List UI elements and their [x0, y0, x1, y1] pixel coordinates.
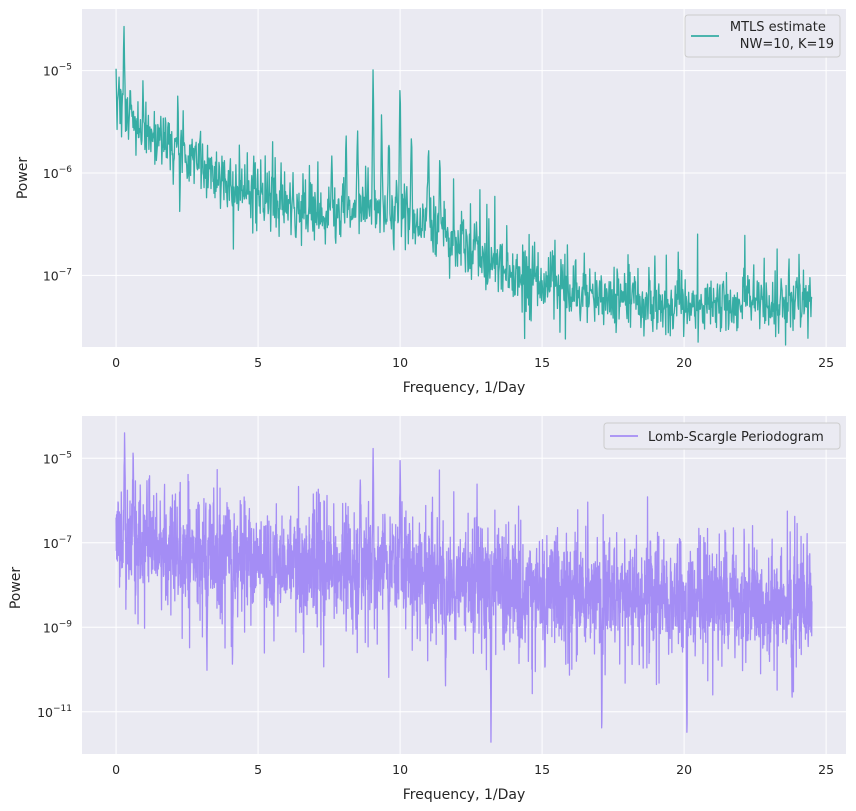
x-tick-label-5: 25 — [818, 762, 834, 777]
x-tick-label-4: 20 — [676, 355, 692, 370]
y-tick-label-2: 10−7 — [43, 535, 72, 551]
y-tick-label-2: 10−5 — [43, 63, 72, 79]
y-tick-label-1: 10−6 — [43, 165, 72, 181]
y-axis-label-top: Power — [15, 157, 31, 200]
x-tick-label-3: 15 — [534, 355, 550, 370]
x-tick-label-3: 15 — [534, 762, 550, 777]
plot-area-top — [82, 9, 846, 347]
y-tick-label-0: 10−11 — [37, 704, 72, 720]
y-ticks-bottom: 10−11 10−9 10−7 10−5 — [37, 450, 72, 720]
legend-label-mtls: MTLS estimate NW=10, K=19 — [730, 20, 834, 52]
x-tick-label-2: 10 — [392, 762, 408, 777]
legend-bottom: Lomb-Scargle Periodogram — [603, 422, 841, 450]
legend-box-bottom — [603, 422, 841, 450]
series-line-lomb-scargle — [115, 432, 813, 743]
legend-label-line-1: MTLS estimate — [730, 20, 826, 35]
x-tick-label-0: 0 — [112, 762, 120, 777]
panel-mtls: 0 5 10 15 20 25 10−7 10−6 10−5 Frequency, 1/Day… — [15, 9, 846, 396]
x-tick-label-2: 10 — [392, 355, 408, 370]
x-axis-label-bottom: Frequency, 1/Day — [403, 787, 526, 803]
x-ticks-top: 0 5 10 15 20 25 — [112, 355, 834, 370]
x-tick-label-1: 5 — [254, 762, 262, 777]
series-line-mtls — [115, 25, 813, 346]
x-tick-label-5: 25 — [818, 355, 834, 370]
x-axis-label-top: Frequency, 1/Day — [403, 380, 526, 396]
legend-top: MTLS estimate NW=10, K=19 — [684, 14, 841, 58]
y-tick-label-3: 10−5 — [43, 450, 72, 466]
x-tick-label-4: 20 — [676, 762, 692, 777]
y-ticks-top: 10−7 10−6 10−5 — [43, 63, 72, 284]
y-axis-label-bottom: Power — [8, 567, 24, 610]
x-ticks-bottom: 0 5 10 15 20 25 — [112, 762, 834, 777]
legend-label-line-2: NW=10, K=19 — [740, 37, 834, 52]
panel-lomb-scargle: 0 5 10 15 20 25 10−11 10−9 10−7 10−5 Frequency, … — [8, 416, 846, 803]
y-tick-label-0: 10−7 — [43, 267, 72, 283]
legend-label-lomb-scargle: Lomb-Scargle Periodogram — [648, 430, 824, 445]
y-tick-label-1: 10−9 — [43, 619, 72, 635]
x-tick-label-0: 0 — [112, 355, 120, 370]
legend-box-top — [684, 14, 841, 58]
x-tick-label-1: 5 — [254, 355, 262, 370]
